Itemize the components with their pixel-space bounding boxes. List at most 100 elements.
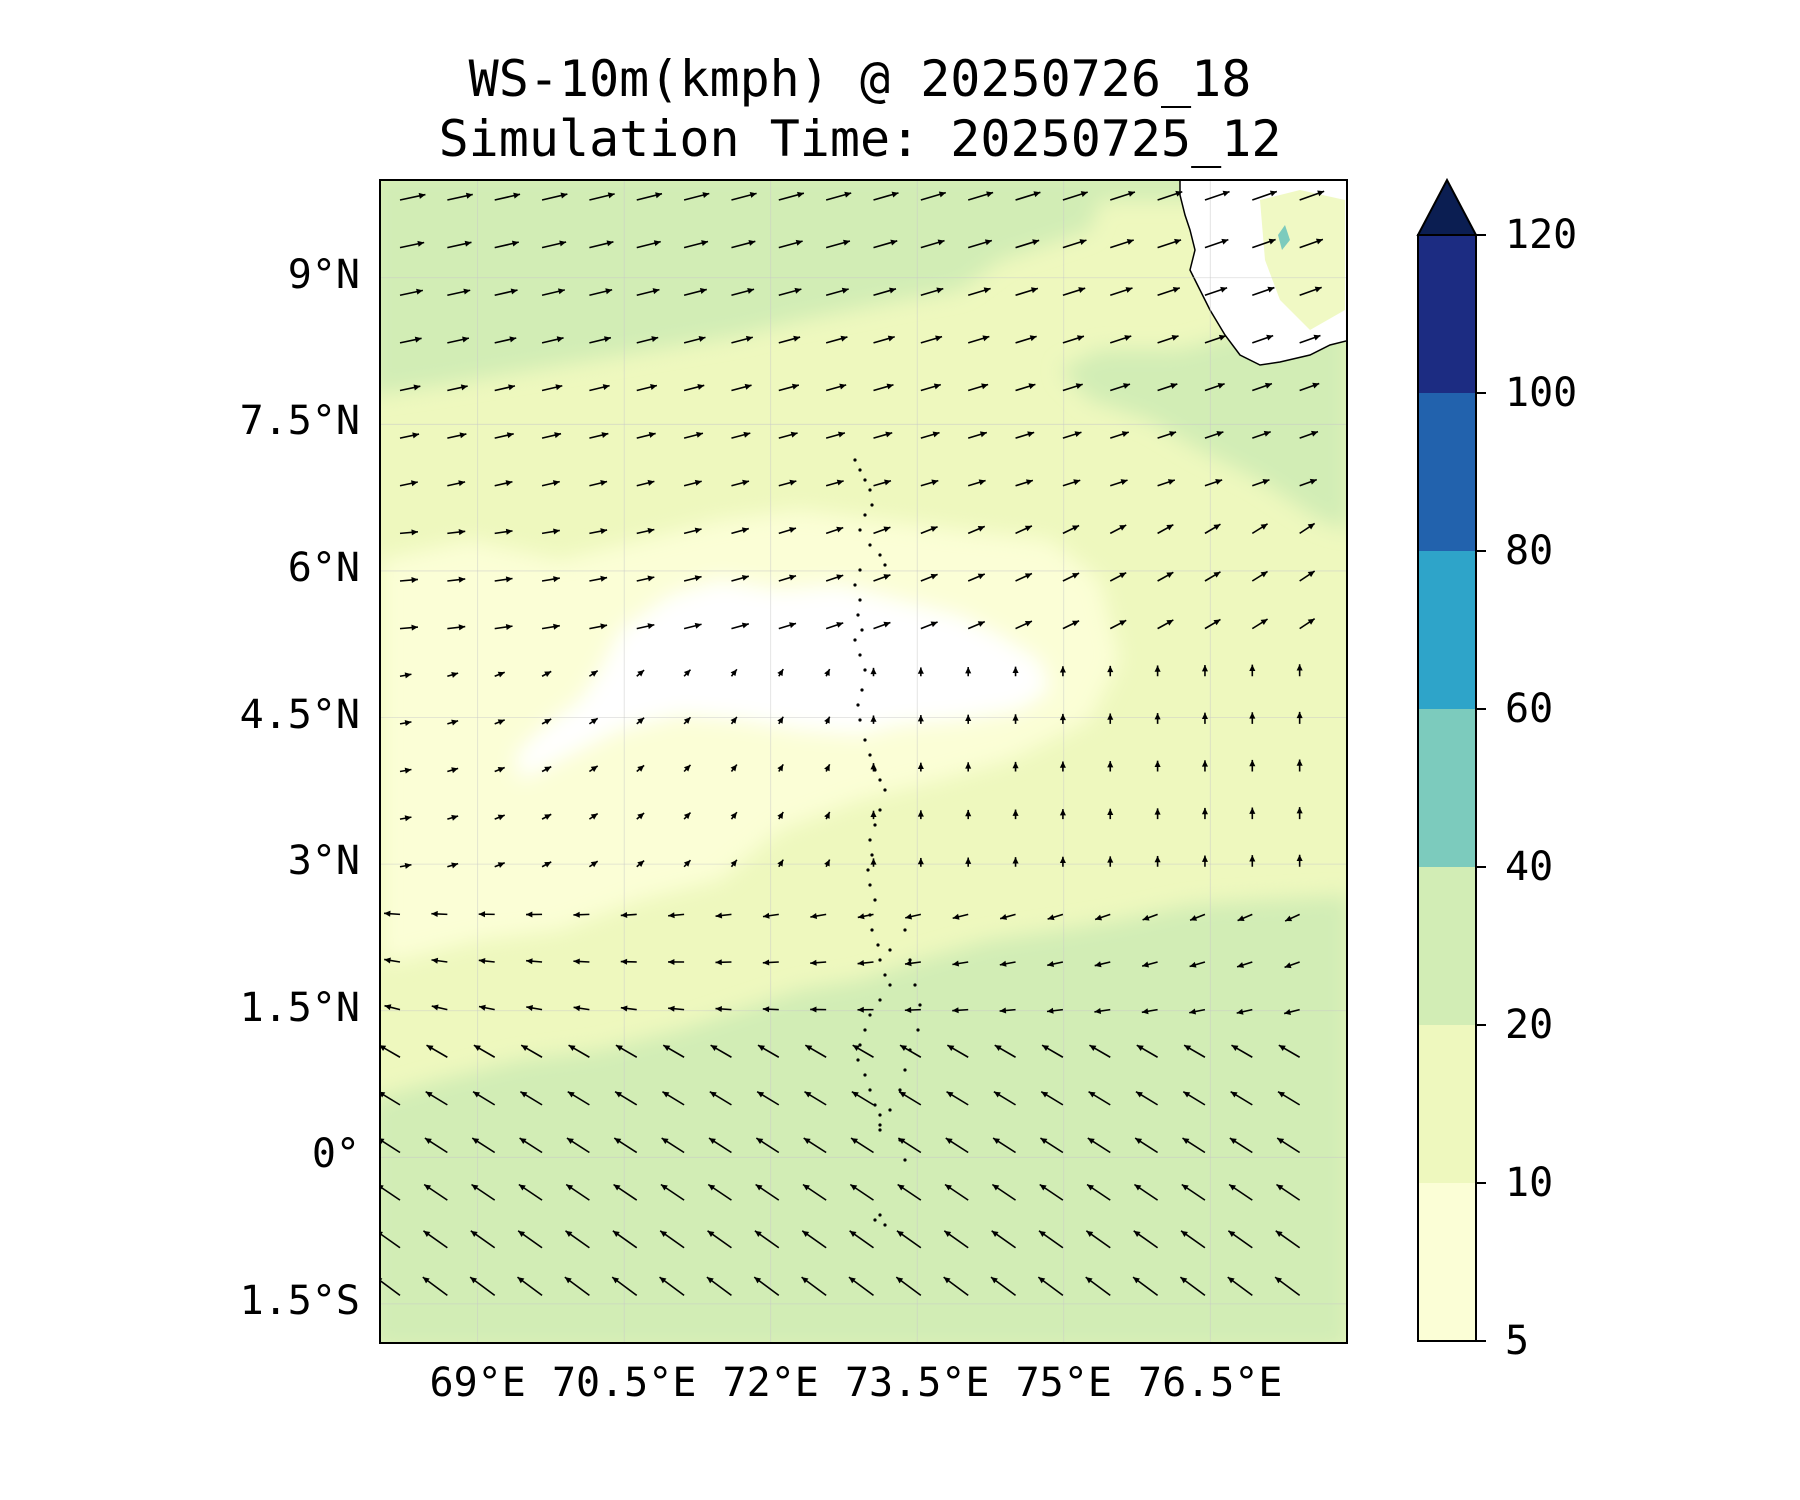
wind-arrow: [1012, 666, 1019, 677]
wind-arrow: [1284, 913, 1300, 922]
wind-arrow: [999, 913, 1016, 920]
atoll-dot: [866, 868, 870, 872]
wind-arrow: [636, 812, 645, 820]
wind-arrow: [1299, 382, 1320, 392]
wind-arrow: [494, 814, 506, 821]
wind-arrow: [967, 573, 986, 582]
atoll-dot: [868, 1088, 872, 1092]
wind-arrow: [1236, 1008, 1253, 1015]
wind-arrow: [471, 1137, 496, 1154]
atoll-dot: [883, 973, 887, 977]
wind-arrow: [873, 431, 893, 439]
wind-arrow: [431, 910, 448, 918]
wind-arrow: [518, 1183, 543, 1201]
wind-arrow: [636, 431, 656, 439]
wind-arrow: [541, 623, 560, 630]
wind-arrow: [659, 1230, 685, 1249]
wind-arrow: [730, 811, 738, 820]
wind-arrow: [943, 1230, 969, 1249]
atoll-dot: [883, 788, 887, 792]
wind-arrow: [715, 959, 732, 966]
atoll-dot: [856, 703, 860, 707]
wind-arrow: [824, 763, 831, 772]
wind-arrow: [1110, 335, 1132, 344]
wind-arrow: [1037, 1276, 1064, 1297]
wind-arrow: [778, 335, 801, 344]
wind-arrow: [849, 1230, 874, 1249]
wind-arrow: [920, 191, 947, 201]
wind-arrow: [810, 959, 827, 966]
colorbar-segment: [1418, 393, 1476, 551]
wind-arrow: [541, 384, 563, 392]
wind-arrow: [778, 622, 797, 630]
atoll-dot: [873, 823, 877, 827]
wind-arrow: [1201, 665, 1208, 677]
wind-arrow: [1204, 334, 1227, 344]
wind-arrow: [1015, 383, 1036, 392]
wind-arrow: [857, 959, 874, 967]
wind-arrow: [905, 913, 922, 920]
wind-arrow: [1157, 238, 1182, 249]
wind-arrow: [1201, 807, 1208, 820]
wind-arrow: [994, 1044, 1016, 1058]
land-strong-wind-streak: [1278, 225, 1290, 250]
wind-arrow: [620, 958, 637, 965]
wind-arrow: [1274, 1276, 1301, 1297]
wind-arrow: [1040, 1137, 1064, 1154]
wind-arrow: [1296, 807, 1303, 820]
wind-arrow: [709, 1090, 732, 1106]
wind-arrow: [1059, 713, 1066, 724]
wind-arrow: [399, 576, 419, 584]
wind-arrow: [447, 767, 459, 774]
wind-arrow: [873, 239, 898, 249]
colorbar-tick-label: 5: [1505, 1318, 1530, 1364]
wind-arrow: [470, 1230, 496, 1249]
wind-arrow: [541, 813, 552, 820]
wind-arrow: [917, 762, 924, 772]
wind-arrow: [1062, 620, 1080, 630]
wind-arrow: [494, 861, 506, 868]
wind-arrow: [824, 668, 831, 677]
wind-arrow: [1275, 1230, 1301, 1249]
wind-arrow: [1227, 1276, 1253, 1297]
colorbar-tick-label: 60: [1505, 686, 1554, 732]
wind-arrow: [1252, 382, 1273, 392]
atoll-dot: [903, 928, 907, 932]
wind-arrow: [1229, 1137, 1253, 1154]
wind-arrow: [1204, 618, 1221, 630]
wind-arrow: [1157, 619, 1174, 630]
wind-arrow: [731, 192, 757, 201]
wind-arrow: [870, 858, 877, 867]
colorbar-tick-label: 10: [1505, 1160, 1554, 1206]
wind-arrow: [1110, 287, 1133, 297]
wind-arrow: [731, 527, 750, 535]
wind-arrow: [904, 1006, 921, 1014]
wind-arrow: [825, 191, 852, 201]
wind-arrow: [778, 191, 805, 201]
wind-arrow: [755, 1137, 780, 1154]
wind-arrow: [965, 714, 972, 724]
wind-arrow: [1062, 431, 1082, 439]
wind-arrow: [1015, 239, 1040, 249]
wind-arrow: [731, 479, 750, 487]
wind-arrow: [588, 812, 599, 820]
wind-arrow: [1015, 287, 1039, 297]
wind-arrow: [589, 240, 614, 249]
wind-arrow: [1249, 712, 1256, 724]
wind-arrow: [1109, 571, 1127, 582]
wind-arrow: [810, 912, 827, 920]
longitude-label: 69°E: [429, 1360, 526, 1406]
atoll-dot: [878, 1128, 882, 1132]
wind-arrow: [620, 911, 637, 919]
wind-arrow: [1201, 855, 1208, 867]
atoll-dot: [918, 1003, 922, 1007]
wind-arrow: [778, 431, 798, 439]
atoll-dot: [903, 1158, 907, 1162]
wind-arrow: [399, 767, 412, 774]
wind-arrow: [904, 960, 921, 967]
wind-arrow: [1059, 666, 1066, 677]
wind-arrow: [683, 764, 692, 773]
atoll-dot: [863, 1028, 867, 1032]
wind-arrow: [920, 431, 940, 439]
wind-arrow: [1088, 1090, 1111, 1106]
